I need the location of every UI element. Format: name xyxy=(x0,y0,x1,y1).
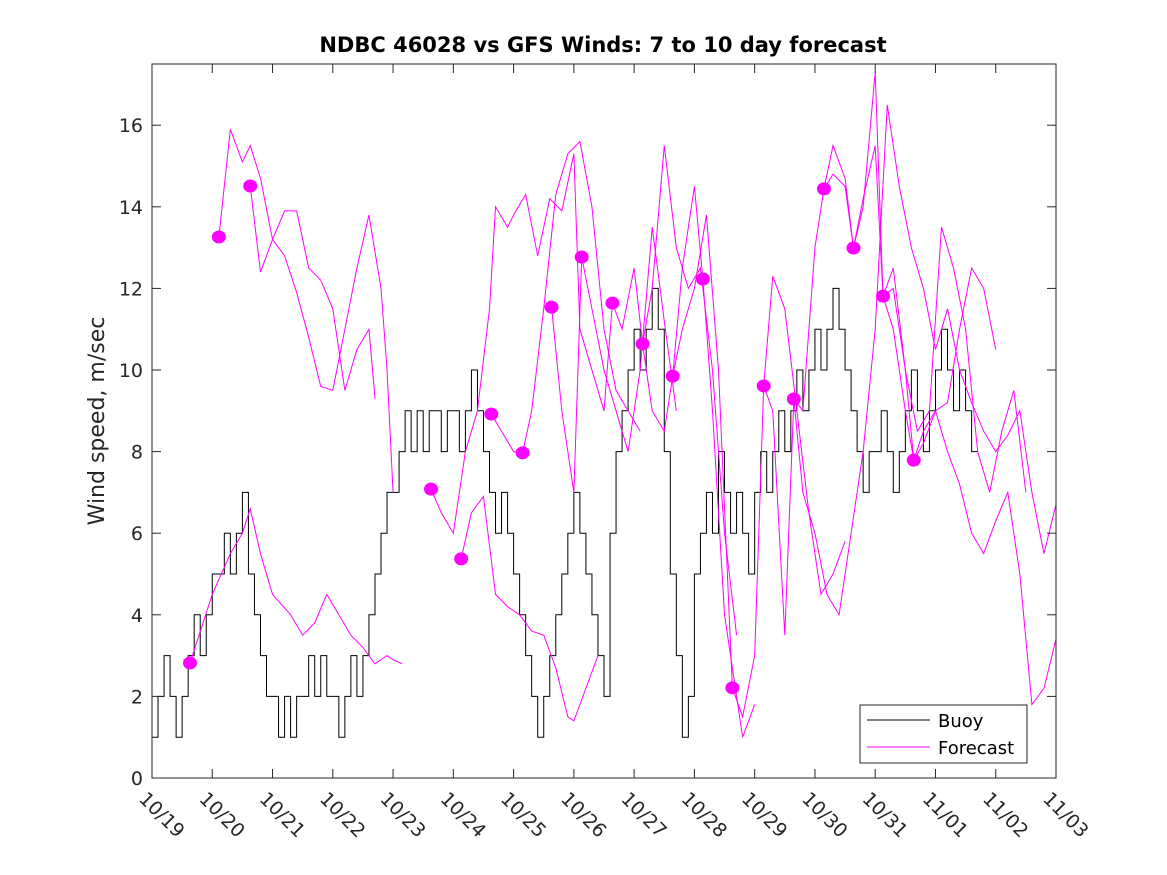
forecast-marker xyxy=(846,241,861,255)
forecast-marker xyxy=(816,182,831,196)
forecast-line-7 xyxy=(611,145,738,636)
forecast-marker xyxy=(635,337,650,351)
forecast-line-1 xyxy=(218,129,376,399)
forecast-line-9 xyxy=(672,214,846,719)
forecast-line-6 xyxy=(551,227,677,493)
forecast-line-13 xyxy=(793,104,1057,617)
chart-title: NDBC 46028 vs GFS Winds: 7 to 10 day for… xyxy=(319,33,886,57)
y-tick-label: 14 xyxy=(119,197,143,219)
forecast-marker xyxy=(515,446,530,460)
legend: Buoy Forecast xyxy=(859,704,1028,764)
forecast-marker xyxy=(243,179,258,193)
axes-frame xyxy=(151,63,1057,779)
legend-label-buoy: Buoy xyxy=(938,711,984,732)
forecast-line-4 xyxy=(460,495,599,722)
forecast-marker xyxy=(454,552,469,566)
legend-label-forecast: Forecast xyxy=(938,738,1014,759)
y-tick-label: 0 xyxy=(131,768,143,790)
forecast-marker xyxy=(211,230,226,244)
forecast-marker xyxy=(786,392,801,406)
y-tick-label: 6 xyxy=(131,523,143,545)
forecast-line-3 xyxy=(430,153,613,535)
y-tick-label: 2 xyxy=(131,686,143,708)
y-tick-label: 8 xyxy=(131,442,143,464)
y-axis-label: Wind speed, m/sec xyxy=(85,317,110,526)
forecast-markers xyxy=(182,179,921,695)
forecast-line-5 xyxy=(490,140,641,454)
forecast-line-0 xyxy=(189,506,403,665)
buoy-series xyxy=(152,287,978,738)
forecast-marker xyxy=(756,379,771,393)
y-axis: 0 2 4 6 8 10 12 14 16 xyxy=(119,115,1056,790)
forecast-marker xyxy=(182,656,197,670)
forecast-marker xyxy=(484,407,499,421)
y-tick-label: 12 xyxy=(119,278,143,300)
forecast-marker xyxy=(574,250,589,264)
forecast-line-12 xyxy=(882,296,1057,706)
forecast-marker xyxy=(605,296,620,310)
buoy-line xyxy=(152,287,978,738)
y-tick-label: 10 xyxy=(119,360,143,382)
forecast-marker xyxy=(695,272,710,286)
forecast-marker xyxy=(665,369,680,383)
forecast-line-2 xyxy=(249,185,394,493)
y-tick-label: 16 xyxy=(119,115,143,137)
forecast-marker xyxy=(906,453,921,467)
forecast-marker xyxy=(725,681,740,695)
y-tick-label: 4 xyxy=(131,605,143,627)
legend-box xyxy=(859,704,1028,764)
forecast-marker xyxy=(424,482,439,496)
forecast-marker xyxy=(544,300,559,314)
forecast-marker xyxy=(876,289,891,303)
